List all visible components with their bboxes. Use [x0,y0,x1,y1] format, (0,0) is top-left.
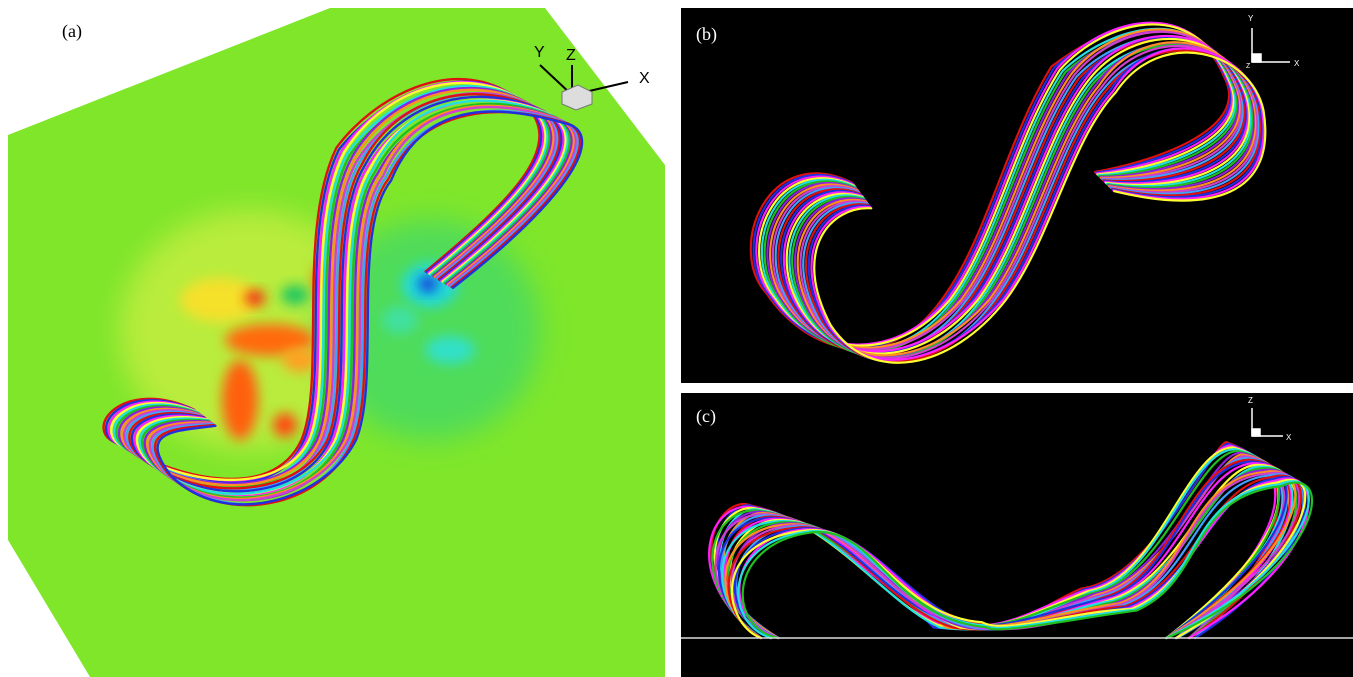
axis-label: Z [1246,63,1251,70]
figure: (a) Y Z X (b) Y X Z (c) Z X [0,0,1353,677]
panel-b: (b) Y X Z [681,8,1353,383]
axis-label: Z [566,47,576,64]
axis-label: X [639,70,650,87]
panel-label: (c) [696,406,716,427]
panel-label: (b) [696,24,717,45]
panel-a: (a) Y Z X [8,8,665,677]
axis-label: Y [534,44,545,61]
panel-label: (a) [62,21,82,42]
axis-label: X [1294,59,1300,68]
axis-label: Z [1248,396,1253,405]
panel-c: (c) Z X [681,393,1353,677]
axis-label: Y [1248,14,1254,23]
axis-label: X [1286,433,1292,442]
